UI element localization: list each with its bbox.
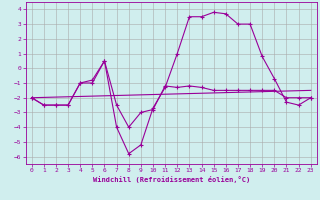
X-axis label: Windchill (Refroidissement éolien,°C): Windchill (Refroidissement éolien,°C): [92, 176, 250, 183]
